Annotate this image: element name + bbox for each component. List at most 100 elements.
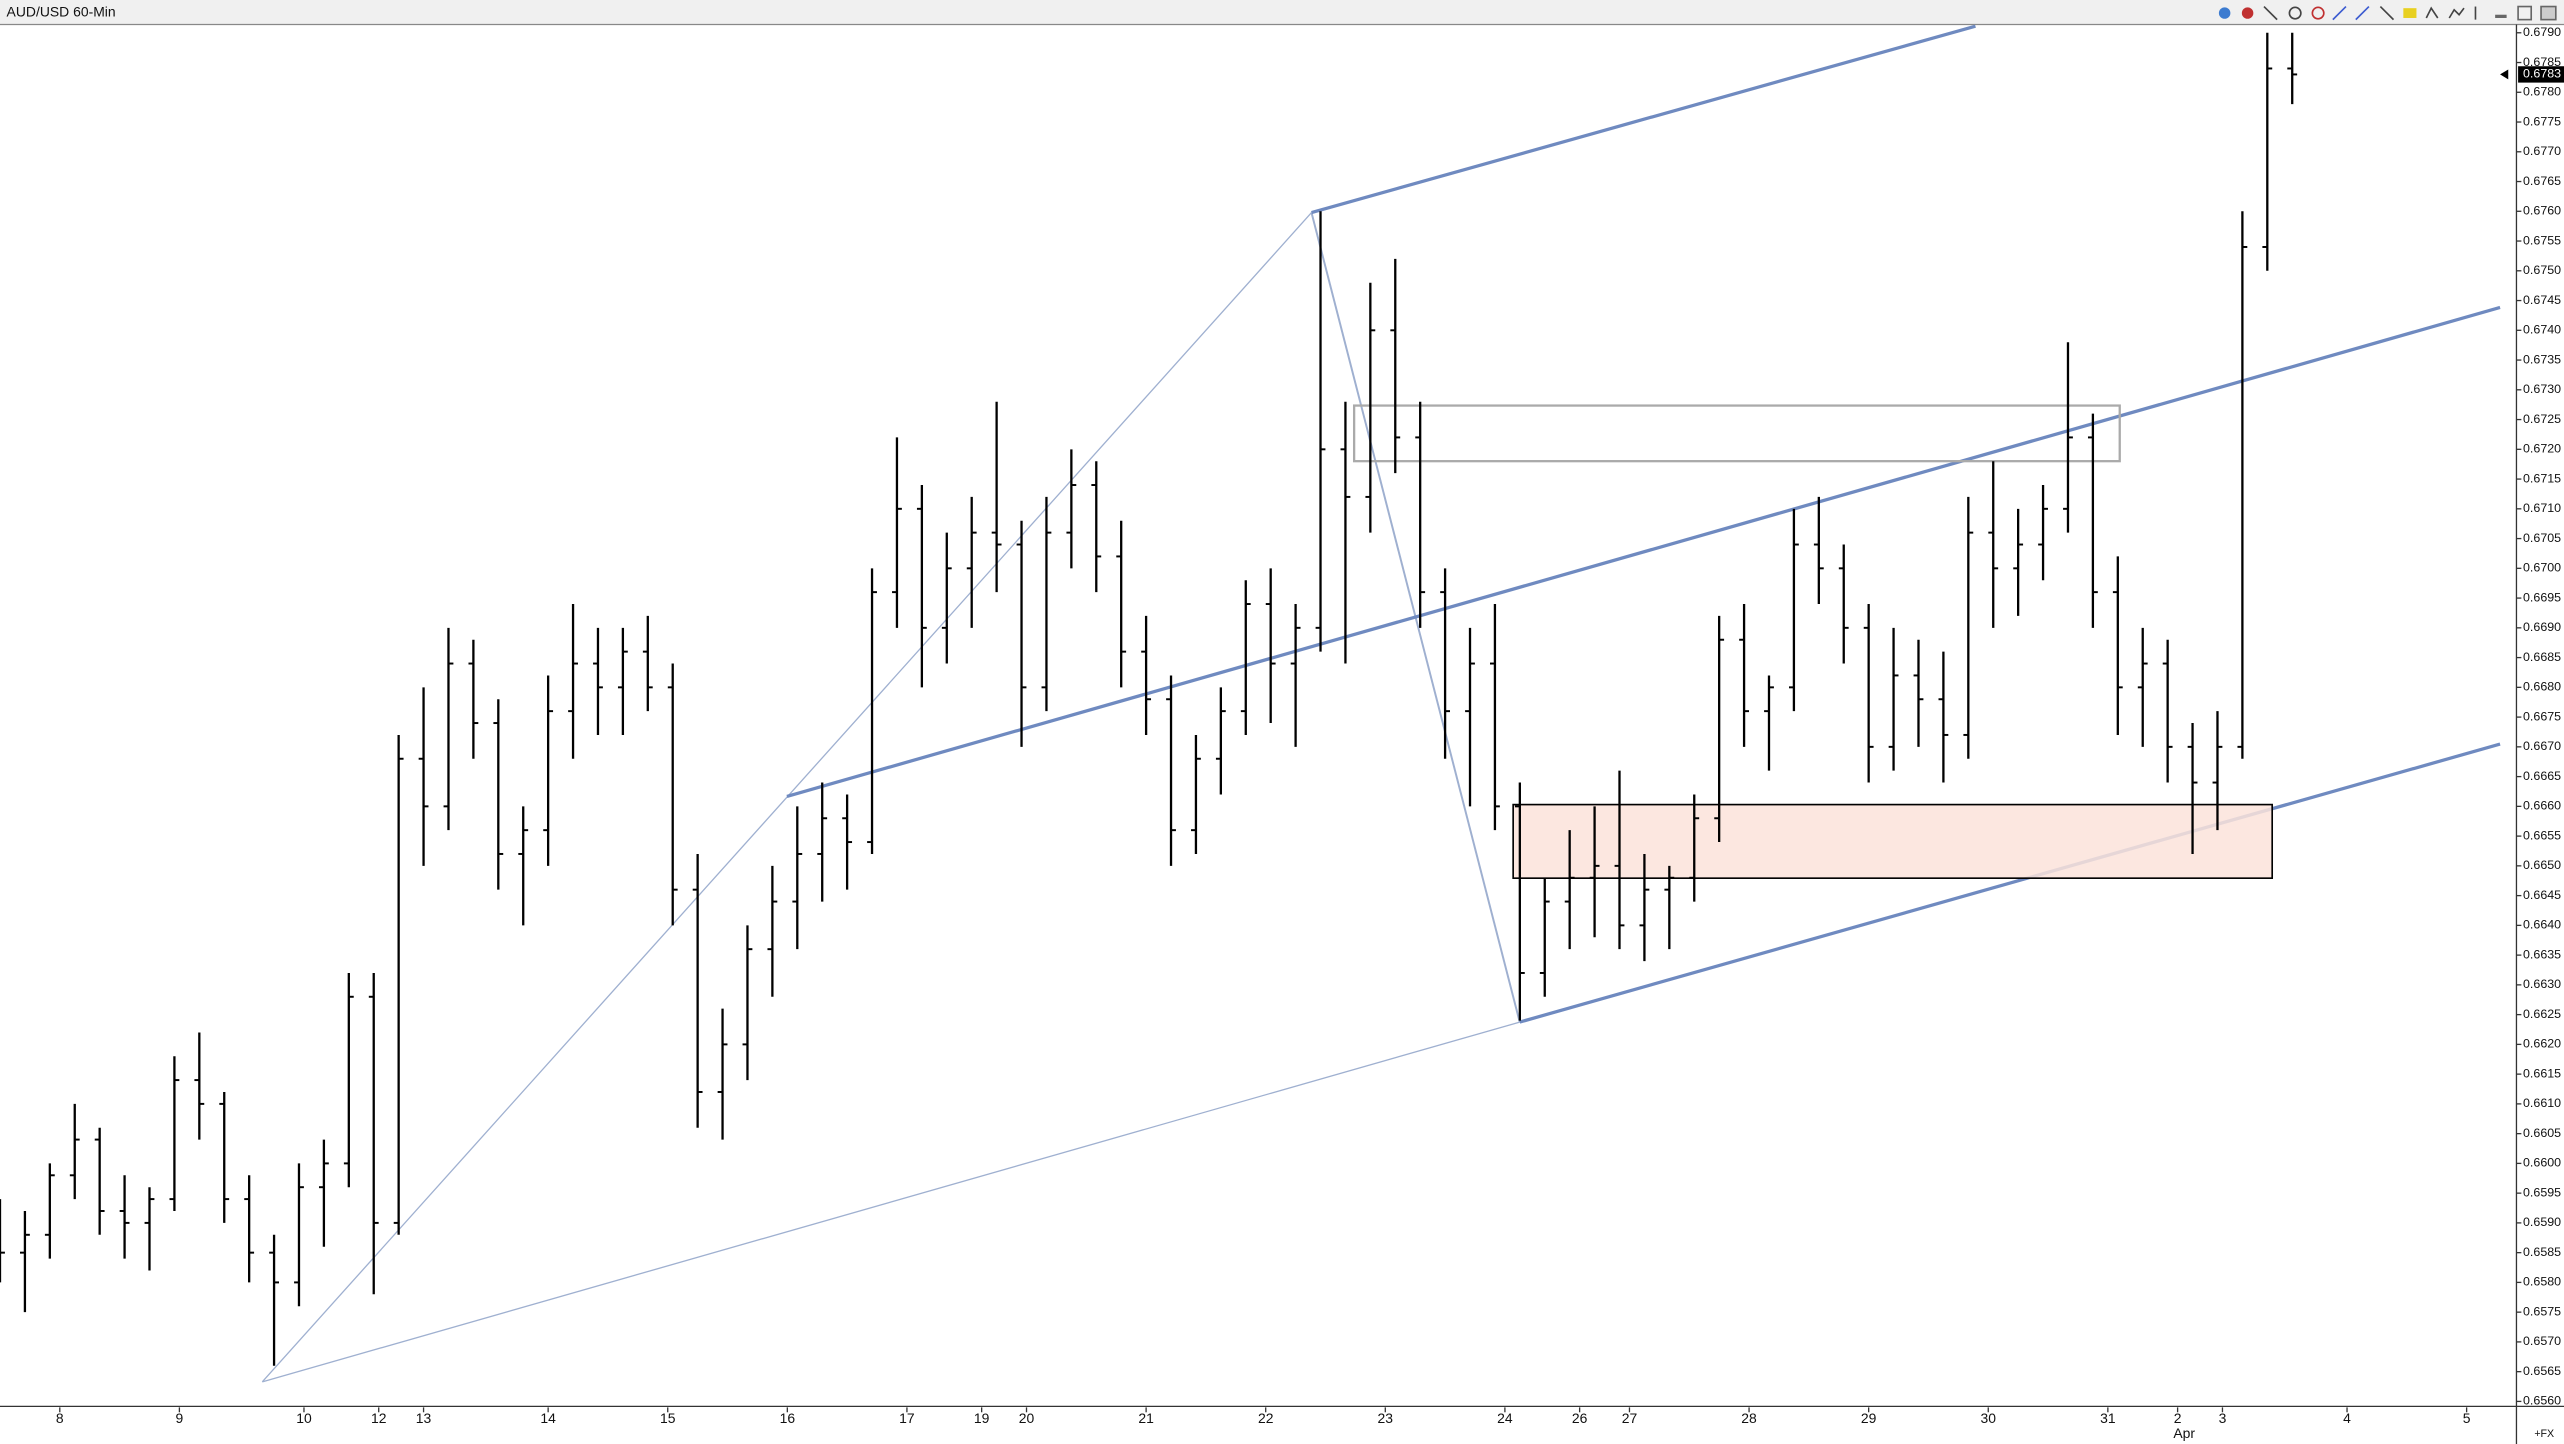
y-tick-label: 0.6790 [2523,25,2561,39]
x-tick-label: 24 [1497,1410,1513,1426]
x-tick-label: 8 [56,1410,64,1426]
y-tick-label: 0.6570 [2523,1334,2561,1348]
y-tick-label: 0.6740 [2523,323,2561,337]
y-tick-label: 0.6695 [2523,590,2561,604]
toolbar-icon[interactable] [2288,6,2302,20]
y-tick-label: 0.6720 [2523,442,2561,456]
y-tick-label: 0.6780 [2523,85,2561,99]
x-month-label: Apr [2173,1425,2195,1441]
y-tick-label: 0.6770 [2523,144,2561,158]
y-tick-label: 0.6635 [2523,947,2561,961]
x-tick-label: 21 [1138,1410,1154,1426]
x-tick-label: 26 [1572,1410,1588,1426]
x-tick-label: 30 [1981,1410,1997,1426]
y-tick-label: 0.6615 [2523,1066,2561,1080]
x-tick-label: 19 [974,1410,990,1426]
y-tick-label: 0.6625 [2523,1007,2561,1021]
supply-zone [1352,404,2121,463]
x-tick-label: 17 [899,1410,915,1426]
y-tick-label: 0.6585 [2523,1245,2561,1259]
x-tick-label: 9 [176,1410,184,1426]
y-tick-label: 0.6725 [2523,412,2561,426]
y-tick-label: 0.6640 [2523,918,2561,932]
y-tick-label: 0.6645 [2523,888,2561,902]
y-tick-label: 0.6730 [2523,382,2561,396]
y-tick-label: 0.6705 [2523,531,2561,545]
x-tick-label: 29 [1861,1410,1877,1426]
channel-lower [1519,742,2501,1024]
y-tick-label: 0.6595 [2523,1185,2561,1199]
x-tick-label: 20 [1019,1410,1035,1426]
y-tick-label: 0.6600 [2523,1156,2561,1170]
y-tick-label: 0.6755 [2523,233,2561,247]
toolbar-icon[interactable] [2263,5,2278,21]
title-bar [0,0,2564,25]
y-tick-label: 0.6580 [2523,1275,2561,1289]
toolbar-icon[interactable] [2425,6,2439,19]
toolbar-icon[interactable] [2311,6,2325,20]
x-tick-label: 31 [2100,1410,2116,1426]
fork-handle [262,1021,1520,1383]
x-tick-label: 22 [1258,1410,1274,1426]
y-tick-label: 0.6715 [2523,471,2561,485]
y-tick-label: 0.6690 [2523,620,2561,634]
y-tick-label: 0.6765 [2523,174,2561,188]
y-tick-label: 0.6775 [2523,114,2561,128]
window-restore[interactable] [2517,5,2533,21]
y-tick-label: 0.6620 [2523,1037,2561,1051]
y-tick-label: 0.6605 [2523,1126,2561,1140]
y-tick-label: 0.6670 [2523,739,2561,753]
y-tick-label: 0.6745 [2523,293,2561,307]
price-bars [0,32,2298,1366]
toolbar-icon[interactable] [2448,7,2465,19]
chart-title: AUD/USD 60-Min [7,4,116,20]
x-tick-label: 27 [1622,1410,1638,1426]
y-tick-label: 0.6680 [2523,680,2561,694]
x-tick-label: 4 [2343,1410,2351,1426]
toolbar-icon[interactable] [2355,5,2370,21]
y-tick-label: 0.6760 [2523,204,2561,218]
last-price-label: 0.6783 [2523,67,2561,81]
channel-median [786,305,2501,798]
y-tick-label: 0.6575 [2523,1304,2561,1318]
source-label: +FX [2534,1428,2554,1440]
x-tick-label: 28 [1741,1410,1757,1426]
fork-handle [261,212,1312,1383]
y-tick-label: 0.6665 [2523,769,2561,783]
y-tick-label: 0.6655 [2523,828,2561,842]
toolbar-icon[interactable] [2218,7,2231,19]
x-tick-label: 10 [296,1410,312,1426]
y-tick-label: 0.6675 [2523,709,2561,723]
y-tick-label: 0.6565 [2523,1364,2561,1378]
y-tick-label: 0.6610 [2523,1096,2561,1110]
toolbar-icon[interactable] [2241,7,2254,19]
x-tick-label: 2 [2174,1410,2182,1426]
toolbar-icon[interactable] [2379,5,2395,21]
y-tick-label: 0.6735 [2523,352,2561,366]
x-tick-label: 16 [780,1410,796,1426]
y-tick-label: 0.6650 [2523,858,2561,872]
last-price-arrow [2500,69,2509,80]
x-tick-label: 5 [2463,1410,2471,1426]
demand-zone [1512,803,2274,879]
y-tick-label: 0.6660 [2523,799,2561,813]
x-tick-label: 12 [371,1410,387,1426]
y-tick-label: 0.6710 [2523,501,2561,515]
window-minimize[interactable] [2495,14,2507,18]
x-tick-label: 15 [660,1410,676,1426]
y-tick-label: 0.6590 [2523,1215,2561,1229]
x-tick-label: 23 [1378,1410,1394,1426]
drawings [261,24,2501,1383]
toolbar-icon[interactable] [2332,5,2347,21]
x-tick-label: 3 [2219,1410,2227,1426]
toolbar [2218,5,2557,21]
toolbar-icon[interactable] [2403,8,2417,18]
y-tick-label: 0.6785 [2523,55,2561,69]
y-tick-label: 0.6630 [2523,977,2561,991]
window-close[interactable] [2540,5,2557,21]
y-tick-label: 0.6750 [2523,263,2561,277]
last-price-box [2518,66,2564,83]
